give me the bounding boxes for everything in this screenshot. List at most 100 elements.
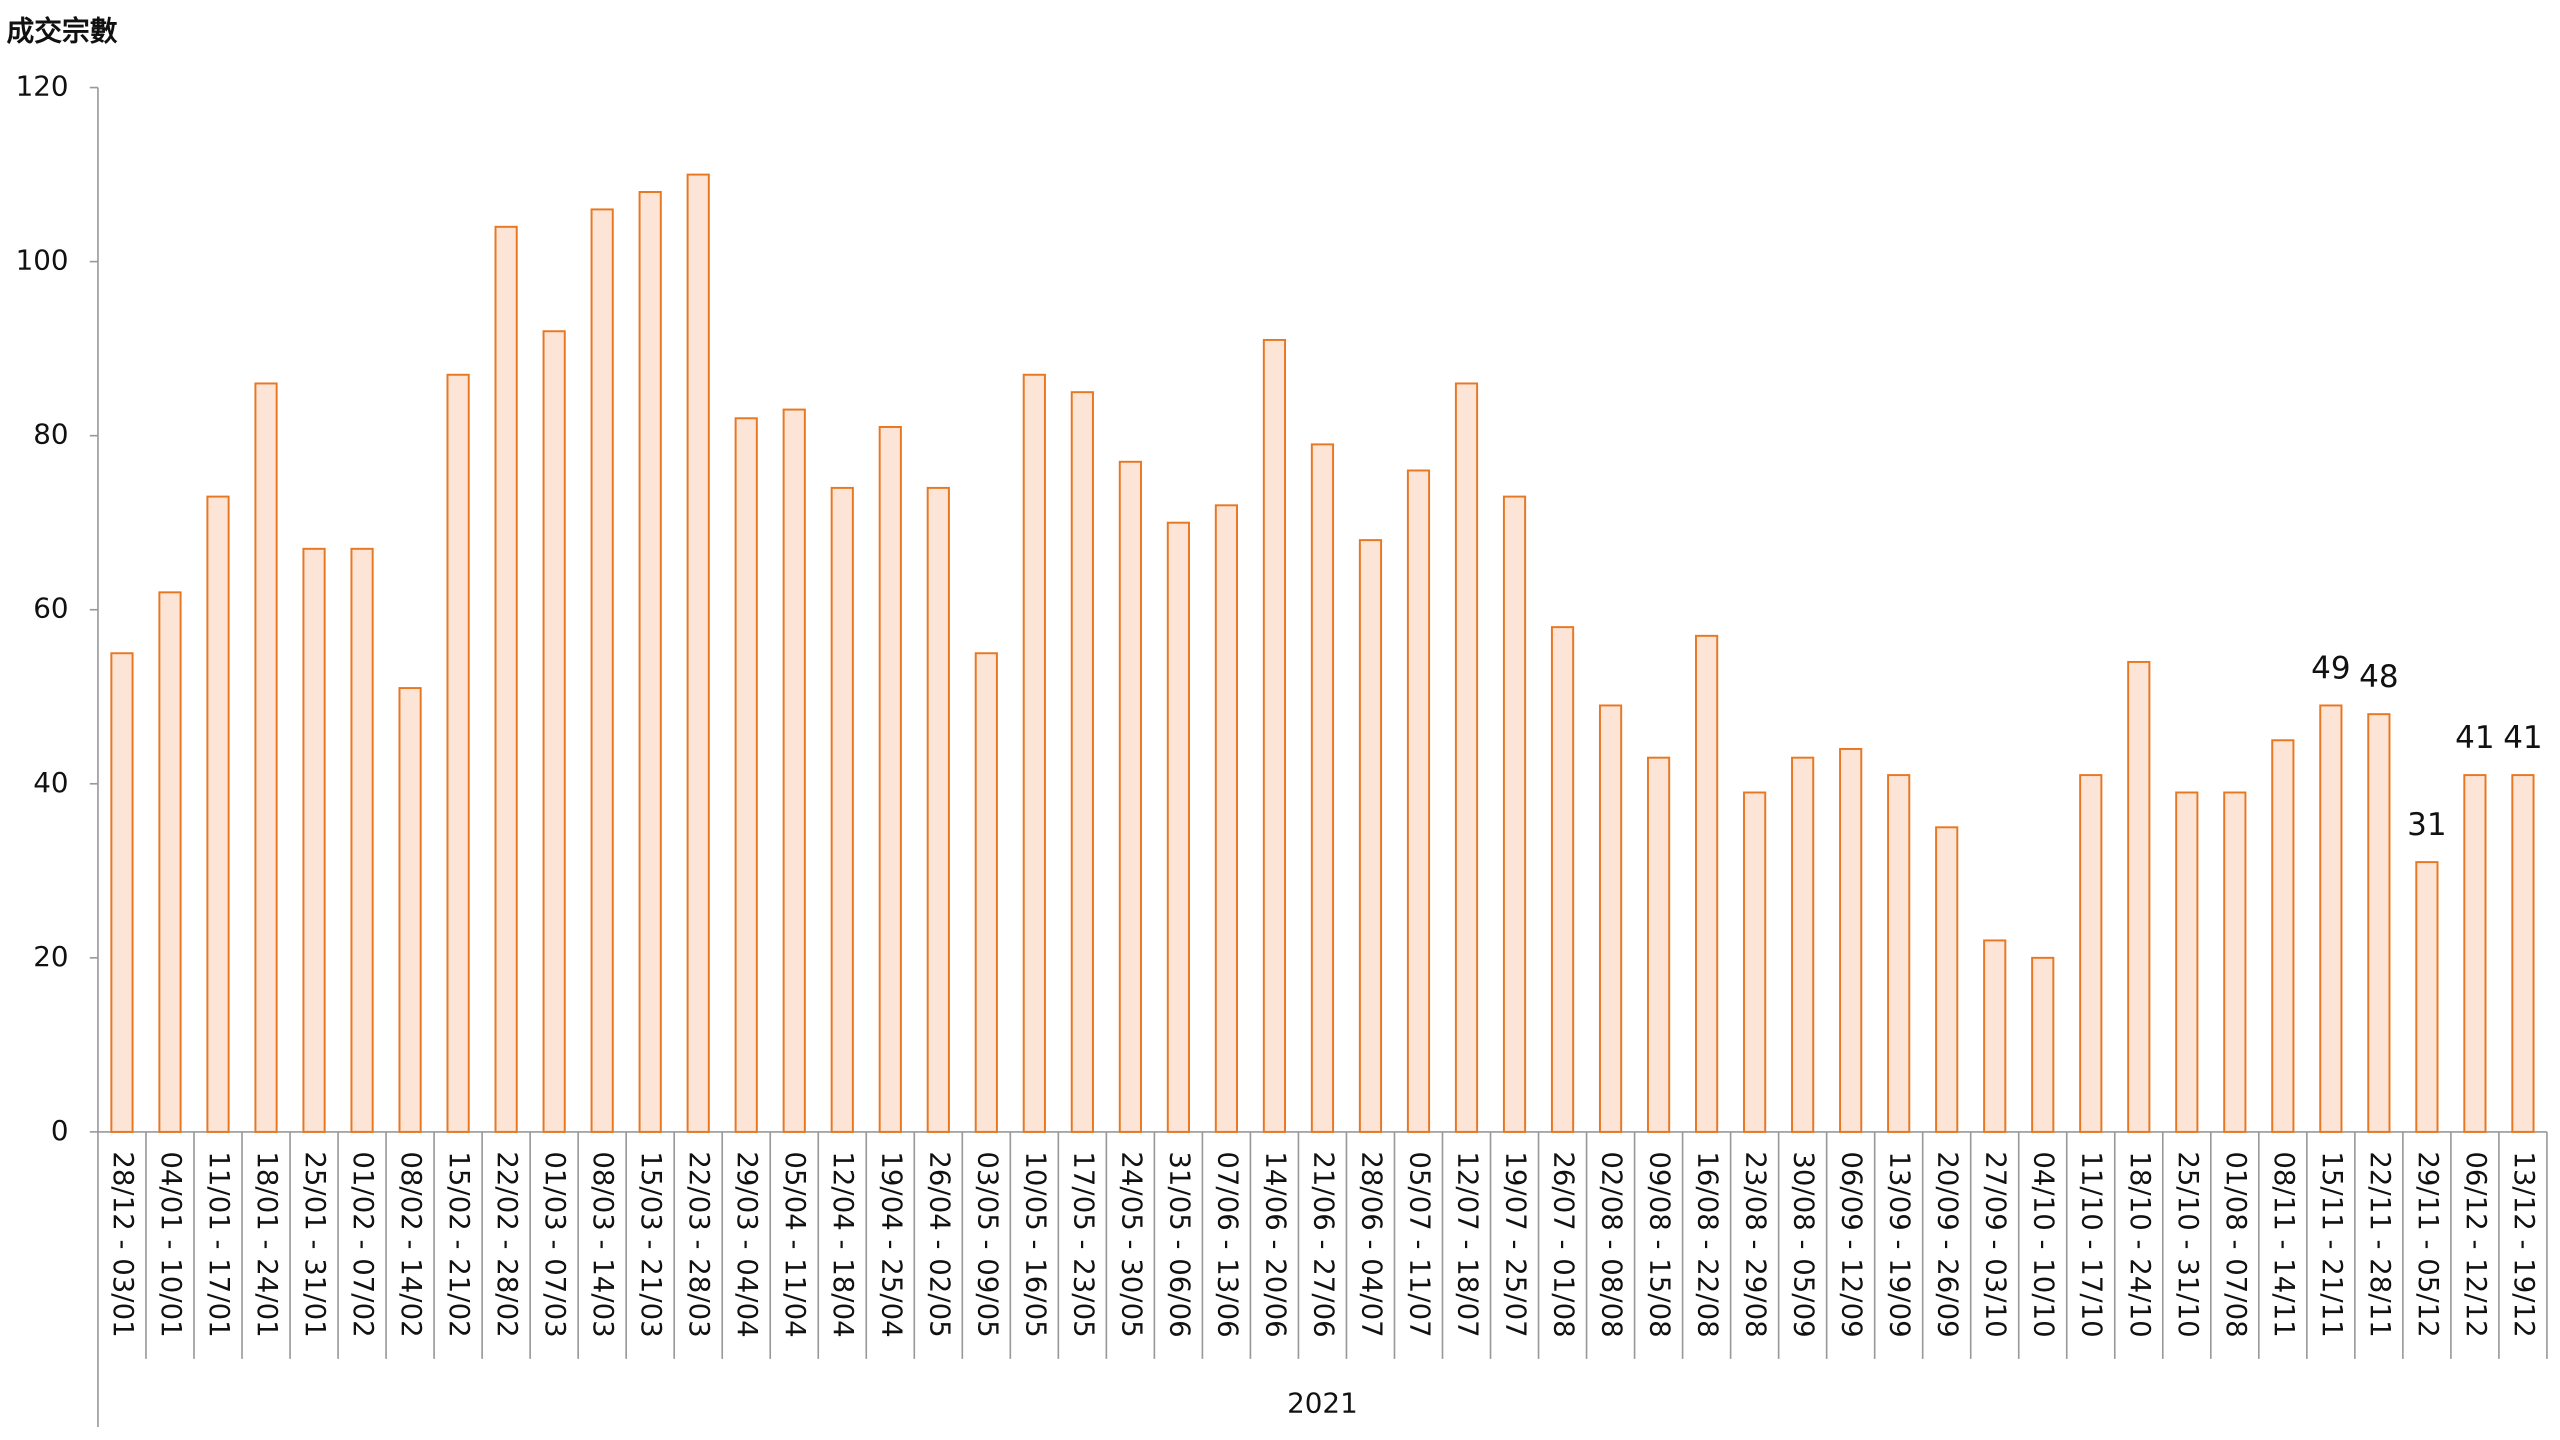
data-label: 31 <box>2407 807 2446 843</box>
x-tick-label: 09/08 - 15/08 <box>1644 1151 1677 1337</box>
bar <box>2127 660 2151 1133</box>
x-tick-label: 04/10 - 10/10 <box>2028 1151 2061 1337</box>
bar <box>1839 748 1863 1133</box>
bar <box>878 425 902 1133</box>
x-tick-label: 25/10 - 31/10 <box>2172 1151 2205 1337</box>
bar <box>446 373 470 1133</box>
x-tick-label: 19/04 - 25/04 <box>875 1151 908 1337</box>
bar <box>2319 704 2343 1133</box>
bar <box>110 652 134 1133</box>
x-tick-label: 07/06 - 13/06 <box>1211 1151 1244 1337</box>
x-tick-label: 06/12 - 12/12 <box>2460 1151 2493 1337</box>
x-tick-label: 26/07 - 01/08 <box>1547 1151 1580 1337</box>
x-tick-label: 22/02 - 28/02 <box>491 1151 524 1337</box>
y-axis-label: 成交宗數 <box>7 14 118 47</box>
bar <box>1022 373 1046 1133</box>
bar <box>686 173 710 1133</box>
bar <box>638 191 662 1133</box>
bar <box>350 547 374 1133</box>
x-tick-label: 15/02 - 21/02 <box>443 1151 476 1337</box>
bar <box>734 417 758 1133</box>
x-tick-label: 08/11 - 14/11 <box>2268 1151 2301 1337</box>
bar <box>1118 460 1142 1133</box>
y-tick-label: 0 <box>51 1114 69 1147</box>
bar <box>830 486 854 1133</box>
x-tick-label: 22/03 - 28/03 <box>683 1151 716 1337</box>
bar <box>254 382 278 1133</box>
data-label: 48 <box>2359 659 2398 695</box>
x-tick-label: 05/07 - 11/07 <box>1403 1151 1436 1337</box>
y-tick-label: 20 <box>33 940 68 973</box>
bar <box>1454 382 1479 1133</box>
bar <box>1743 791 1767 1133</box>
x-tick-label: 17/05 - 23/05 <box>1067 1151 1100 1337</box>
x-tick-label: 29/11 - 05/12 <box>2412 1151 2445 1337</box>
x-tick-label: 03/05 - 09/05 <box>971 1151 1004 1337</box>
bar <box>206 495 230 1133</box>
x-tick-label: 22/11 - 28/11 <box>2364 1151 2397 1337</box>
bar <box>1310 443 1335 1133</box>
x-tick-label: 12/04 - 18/04 <box>827 1151 860 1337</box>
bar <box>2175 791 2199 1133</box>
bar <box>974 652 998 1133</box>
bar <box>1406 469 1431 1133</box>
x-tick-label: 30/08 - 05/09 <box>1788 1151 1821 1337</box>
bar <box>1070 391 1094 1133</box>
x-tick-label: 29/03 - 04/04 <box>731 1151 764 1337</box>
x-tick-label: 13/09 - 19/09 <box>1884 1151 1917 1337</box>
data-label: 49 <box>2311 650 2350 686</box>
bar <box>2367 713 2391 1133</box>
x-tick-label: 26/04 - 02/05 <box>923 1151 956 1337</box>
bar <box>1646 756 1671 1133</box>
bar <box>1550 626 1575 1133</box>
bar <box>398 687 422 1133</box>
bar <box>494 225 518 1133</box>
x-tick-label: 18/01 - 24/01 <box>251 1151 284 1337</box>
bar <box>542 330 566 1133</box>
bar <box>1358 539 1383 1133</box>
x-tick-label: 24/05 - 30/05 <box>1115 1151 1148 1337</box>
y-tick-label: 60 <box>33 592 68 625</box>
y-tick-label: 80 <box>33 418 68 451</box>
y-tick-label: 100 <box>16 244 69 277</box>
x-tick-label: 05/04 - 11/04 <box>779 1151 812 1337</box>
bar <box>2511 774 2535 1133</box>
x-tick-label: 25/01 - 31/01 <box>299 1151 332 1337</box>
bar <box>1983 939 2007 1133</box>
bar <box>1262 338 1287 1133</box>
bar <box>2415 861 2439 1133</box>
x-group-label: 2021 <box>1287 1386 1358 1419</box>
x-tick-label: 14/06 - 20/06 <box>1259 1151 1292 1337</box>
bar <box>2463 774 2487 1133</box>
x-tick-label: 28/12 - 03/01 <box>107 1151 140 1337</box>
data-label: 41 <box>2503 720 2542 756</box>
x-tick-label: 15/03 - 21/03 <box>635 1151 668 1337</box>
x-tick-label: 01/03 - 07/03 <box>539 1151 572 1337</box>
x-tick-label: 27/09 - 03/10 <box>1980 1151 2013 1337</box>
x-tick-label: 06/09 - 12/09 <box>1836 1151 1869 1337</box>
bar <box>1214 504 1239 1133</box>
bar <box>782 408 806 1133</box>
x-tick-label: 15/11 - 21/11 <box>2316 1151 2349 1337</box>
bar <box>2031 956 2055 1133</box>
bar <box>2079 774 2103 1133</box>
bar <box>2271 739 2295 1133</box>
bar <box>1695 634 1719 1133</box>
x-tick-label: 11/10 - 17/10 <box>2076 1151 2109 1337</box>
bar <box>1598 704 1623 1133</box>
x-tick-label: 08/02 - 14/02 <box>395 1151 428 1337</box>
x-tick-label: 23/08 - 29/08 <box>1740 1151 1773 1337</box>
x-tick-label: 12/07 - 18/07 <box>1451 1151 1484 1337</box>
x-tick-label: 11/01 - 17/01 <box>203 1151 236 1337</box>
bar <box>926 486 950 1133</box>
x-tick-label: 01/08 - 07/08 <box>2220 1151 2253 1337</box>
x-tick-label: 28/06 - 04/07 <box>1355 1151 1388 1337</box>
bar <box>1791 756 1815 1133</box>
y-tick-label: 120 <box>16 70 69 103</box>
bar <box>1502 495 1527 1133</box>
bar <box>302 547 326 1133</box>
x-tick-label: 13/12 - 19/12 <box>2508 1151 2541 1337</box>
bar <box>158 591 182 1133</box>
bar <box>1887 774 1911 1133</box>
